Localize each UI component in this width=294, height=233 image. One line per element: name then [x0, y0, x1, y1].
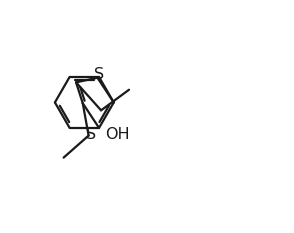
Text: S: S: [86, 127, 96, 142]
Text: OH: OH: [106, 127, 130, 142]
Text: S: S: [94, 67, 105, 82]
